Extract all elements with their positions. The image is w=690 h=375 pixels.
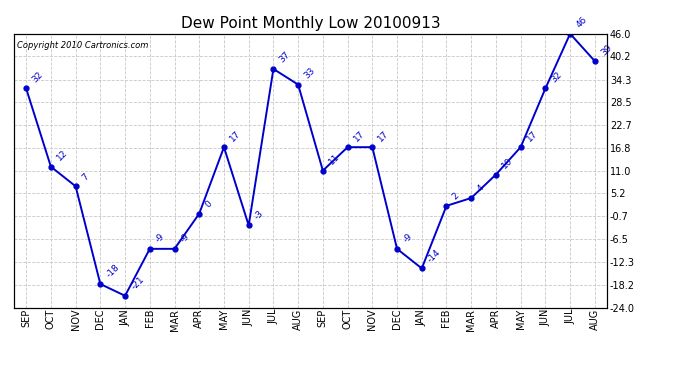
Text: 17: 17 <box>525 129 540 143</box>
Text: -3: -3 <box>253 209 266 221</box>
Text: 7: 7 <box>80 172 90 182</box>
Text: -14: -14 <box>426 248 442 264</box>
Text: 46: 46 <box>574 15 589 30</box>
Text: 32: 32 <box>30 70 45 84</box>
Text: 0: 0 <box>204 199 214 210</box>
Text: 32: 32 <box>549 70 564 84</box>
Text: 33: 33 <box>302 66 317 80</box>
Text: -21: -21 <box>129 275 146 292</box>
Text: Copyright 2010 Cartronics.com: Copyright 2010 Cartronics.com <box>17 40 148 50</box>
Text: 2: 2 <box>451 191 461 202</box>
Text: -9: -9 <box>401 232 414 244</box>
Title: Dew Point Monthly Low 20100913: Dew Point Monthly Low 20100913 <box>181 16 440 31</box>
Text: 37: 37 <box>277 50 292 65</box>
Text: 10: 10 <box>500 156 515 170</box>
Text: -9: -9 <box>154 232 167 244</box>
Text: 39: 39 <box>599 42 613 57</box>
Text: 17: 17 <box>377 129 391 143</box>
Text: 17: 17 <box>228 129 243 143</box>
Text: 12: 12 <box>55 148 70 162</box>
Text: 11: 11 <box>327 152 342 166</box>
Text: 17: 17 <box>352 129 366 143</box>
Text: -18: -18 <box>104 263 121 280</box>
Text: 4: 4 <box>475 183 486 194</box>
Text: -9: -9 <box>179 232 191 244</box>
